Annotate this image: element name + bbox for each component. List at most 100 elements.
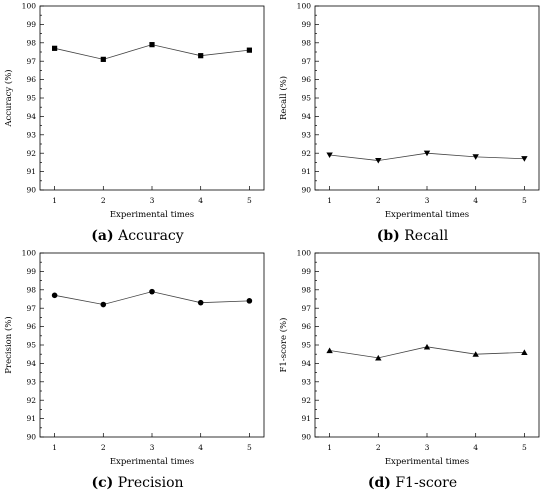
x-tick-label: 4 <box>473 443 478 452</box>
caption-f1-score: (d) F1-score <box>275 475 550 491</box>
caption-text: Precision <box>117 475 184 491</box>
caption-text: Accuracy <box>118 228 184 244</box>
y-tick-label: 92 <box>26 396 36 405</box>
x-tick-label: 2 <box>101 196 106 205</box>
y-tick-label: 99 <box>301 267 311 276</box>
caption-accuracy: (a) Accuracy <box>0 228 275 244</box>
y-tick-label: 90 <box>26 186 36 195</box>
caption-recall: (b) Recall <box>275 228 550 244</box>
y-tick-label: 95 <box>301 341 311 350</box>
y-tick-label: 91 <box>301 414 311 423</box>
y-tick-label: 98 <box>301 285 311 294</box>
data-point <box>197 299 204 306</box>
x-tick-label: 1 <box>52 443 57 452</box>
x-tick-label: 2 <box>376 443 381 452</box>
x-tick-label: 1 <box>52 196 57 205</box>
y-tick-label: 96 <box>26 322 36 331</box>
y-axis-label: Precision (%) <box>3 316 14 373</box>
caption-precision: (c) Precision <box>0 475 275 491</box>
y-tick-label: 93 <box>301 377 311 386</box>
data-point <box>198 53 204 59</box>
y-tick-label: 100 <box>297 2 312 11</box>
y-tick-label: 94 <box>301 112 311 121</box>
y-tick-label: 98 <box>26 285 36 294</box>
x-tick-label: 3 <box>150 196 155 205</box>
chart-panel-recall: 90 91 92 93 94 95 96 97 98 99 100 1 2 3 4 5 Experimental… <box>275 0 550 248</box>
x-tick-label: 2 <box>376 196 381 205</box>
caption-text: F1-score <box>395 475 458 491</box>
y-tick-label: 100 <box>22 249 37 258</box>
x-tick-label: 1 <box>327 196 332 205</box>
y-tick-label: 92 <box>301 396 311 405</box>
y-tick-label: 90 <box>301 433 311 442</box>
chart-panel-accuracy: 90 91 92 93 94 95 96 97 98 99 100 1 2 3 4 5 Experimental… <box>0 0 275 248</box>
chart-accuracy: 90 91 92 93 94 95 96 97 98 99 100 1 2 3 4 5 Experimental… <box>3 2 265 220</box>
data-point <box>326 347 333 354</box>
data-point <box>149 288 155 295</box>
data-point <box>472 154 479 160</box>
data-point <box>375 157 382 164</box>
y-tick-label: 100 <box>22 2 37 11</box>
y-tick-label: 99 <box>301 20 311 29</box>
x-tick-label: 4 <box>473 196 478 205</box>
data-point <box>521 156 528 162</box>
caption-letter: (a) <box>91 228 114 244</box>
y-tick-label: 97 <box>26 304 36 313</box>
y-tick-label: 91 <box>26 414 36 423</box>
y-axis-label: Recall (%) <box>278 76 289 120</box>
y-tick-label: 92 <box>301 149 311 158</box>
data-point <box>246 298 253 304</box>
data-point <box>246 47 252 53</box>
data-point <box>375 354 382 361</box>
data-point <box>472 351 479 357</box>
y-tick-label: 93 <box>26 130 36 139</box>
data-point <box>423 343 431 350</box>
caption-text: Recall <box>404 228 449 244</box>
x-axis-label: Experimental times <box>385 210 469 220</box>
y-tick-label: 99 <box>26 20 36 29</box>
data-point <box>521 349 528 355</box>
x-axis-label: Experimental times <box>385 457 469 467</box>
x-tick-label: 1 <box>327 443 332 452</box>
y-tick-label: 97 <box>301 57 311 66</box>
plot-frame <box>39 5 265 191</box>
x-tick-label: 4 <box>198 443 203 452</box>
data-point <box>51 292 58 299</box>
x-tick-label: 5 <box>247 443 252 452</box>
plot-frame <box>314 5 540 191</box>
y-tick-label: 90 <box>301 186 311 195</box>
x-tick-label: 3 <box>150 443 155 452</box>
y-tick-label: 90 <box>26 433 36 442</box>
y-tick-label: 94 <box>26 359 36 368</box>
y-tick-label: 95 <box>26 341 36 350</box>
y-tick-label: 96 <box>26 75 36 84</box>
chart-f1-score: 90 91 92 93 94 95 96 97 98 99 100 1 2 3 4 5 Experimental… <box>278 249 540 467</box>
y-tick-label: 99 <box>26 267 36 276</box>
y-tick-label: 98 <box>26 38 36 47</box>
x-tick-label: 3 <box>425 196 430 205</box>
chart-recall: 90 91 92 93 94 95 96 97 98 99 100 1 2 3 4 5 Experimental… <box>278 2 540 220</box>
x-tick-label: 5 <box>522 443 527 452</box>
x-tick-label: 2 <box>101 443 106 452</box>
caption-letter: (c) <box>91 475 114 491</box>
y-tick-label: 98 <box>301 38 311 47</box>
y-tick-label: 93 <box>301 130 311 139</box>
y-tick-label: 97 <box>26 57 36 66</box>
x-tick-label: 3 <box>425 443 430 452</box>
x-tick-label: 5 <box>247 196 252 205</box>
y-tick-label: 91 <box>301 167 311 176</box>
caption-letter: (d) <box>367 475 391 491</box>
y-tick-label: 97 <box>301 304 311 313</box>
x-tick-label: 5 <box>522 196 527 205</box>
y-tick-label: 96 <box>301 322 311 331</box>
y-tick-label: 100 <box>297 249 312 258</box>
x-axis-label: Experimental times <box>110 210 194 220</box>
y-axis-label: Accuracy (%) <box>3 69 14 127</box>
data-point <box>100 301 107 308</box>
chart-precision: 90 91 92 93 94 95 96 97 98 99 100 1 2 3 4 5 Experimental… <box>3 249 265 467</box>
x-axis-label: Experimental times <box>110 457 194 467</box>
y-tick-label: 91 <box>26 167 36 176</box>
y-axis-label: F1-score (%) <box>278 318 289 373</box>
data-point <box>52 45 58 51</box>
y-tick-label: 93 <box>26 377 36 386</box>
